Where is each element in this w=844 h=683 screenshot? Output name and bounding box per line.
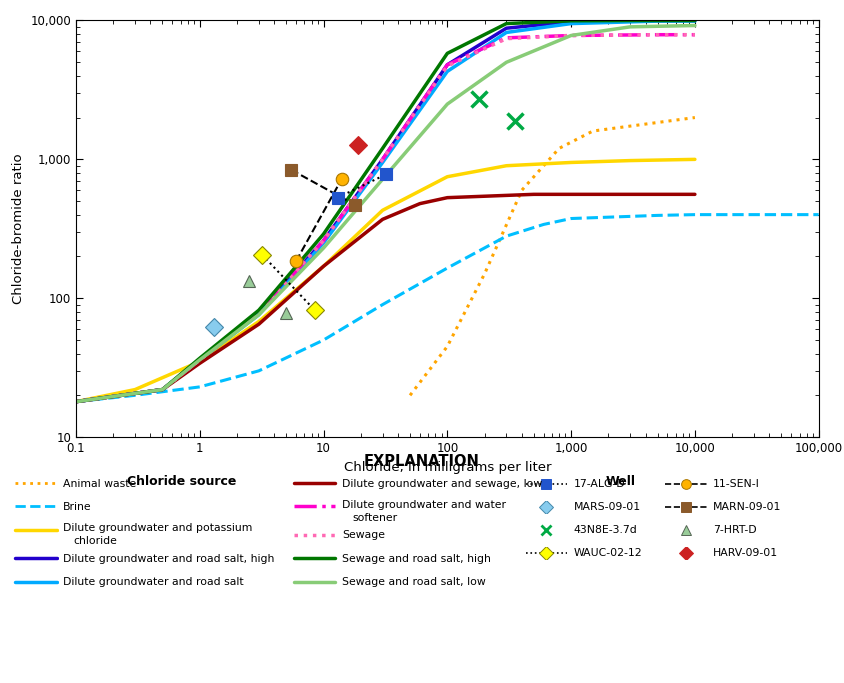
- Y-axis label: Chloride-bromide ratio: Chloride-bromide ratio: [12, 154, 24, 304]
- Text: softener: softener: [352, 513, 397, 522]
- Text: Dilute groundwater and potassium: Dilute groundwater and potassium: [63, 523, 252, 533]
- Text: 7-HRT-D: 7-HRT-D: [713, 525, 757, 535]
- Text: MARN-09-01: MARN-09-01: [713, 502, 782, 512]
- Text: Dilute groundwater and road salt, high: Dilute groundwater and road salt, high: [63, 554, 274, 563]
- Text: Brine: Brine: [63, 502, 92, 512]
- Text: Dilute groundwater and road salt: Dilute groundwater and road salt: [63, 577, 244, 587]
- X-axis label: Chloride, in milligrams per liter: Chloride, in milligrams per liter: [344, 460, 551, 473]
- Text: HARV-09-01: HARV-09-01: [713, 548, 778, 558]
- Text: Dilute groundwater and water: Dilute groundwater and water: [342, 500, 506, 510]
- Text: Dilute groundwater and sewage, low: Dilute groundwater and sewage, low: [342, 479, 542, 488]
- Text: Well: Well: [605, 475, 636, 488]
- Text: MARS-09-01: MARS-09-01: [574, 502, 641, 512]
- Text: 17-ALG-D: 17-ALG-D: [574, 479, 625, 488]
- Text: 11-SEN-I: 11-SEN-I: [713, 479, 760, 488]
- Text: Sewage and road salt, high: Sewage and road salt, high: [342, 554, 490, 563]
- Text: chloride: chloride: [73, 536, 117, 546]
- Text: Animal waste: Animal waste: [63, 479, 137, 488]
- Text: Sewage and road salt, low: Sewage and road salt, low: [342, 577, 485, 587]
- Text: Chloride source: Chloride source: [127, 475, 236, 488]
- Text: 43N8E-3.7d: 43N8E-3.7d: [574, 525, 638, 535]
- Text: EXPLANATION: EXPLANATION: [364, 454, 480, 469]
- Text: Sewage: Sewage: [342, 531, 385, 540]
- Text: WAUC-02-12: WAUC-02-12: [574, 548, 642, 558]
